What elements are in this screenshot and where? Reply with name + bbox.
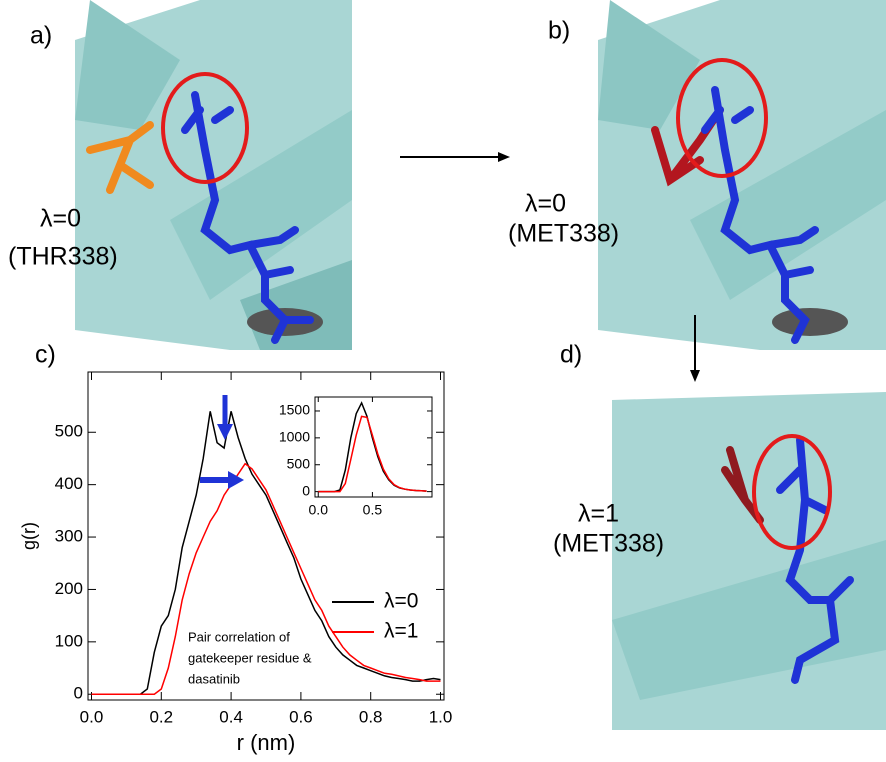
x-tick-label: 0.5 [363, 502, 383, 518]
residue-label: (MET338) [553, 530, 664, 558]
data-line [91, 411, 441, 695]
x-tick-label: 0.0 [309, 502, 329, 518]
panel-label: c) [35, 341, 56, 369]
y-tick-label: 200 [55, 579, 83, 598]
arrow [228, 471, 244, 489]
x-tick-label: 0.2 [149, 707, 173, 726]
annotation: dasatinib [188, 671, 240, 686]
structure-image-d [612, 392, 886, 730]
y-tick-label: 300 [55, 527, 83, 546]
annotation: gatekeeper residue & [188, 650, 312, 665]
x-tick-label: 0.4 [219, 707, 243, 726]
y-tick-label: 1000 [279, 429, 310, 445]
residue-label: (THR338) [8, 243, 118, 271]
panel-label: d) [560, 341, 582, 369]
y-tick-label: 0 [74, 684, 83, 703]
plot-frame [314, 396, 433, 498]
data-line [318, 415, 427, 493]
x-tick-label: 0.0 [80, 707, 104, 726]
y-axis-label: g(r) [19, 522, 39, 550]
y-tick-label: 1500 [279, 402, 310, 418]
annotation-arrows [200, 395, 244, 489]
structure-image-a [75, 0, 352, 350]
legend-label: λ=1 [384, 620, 418, 643]
x-tick-label: 1.0 [429, 707, 453, 726]
plots: 0 100 200 300 400 500 0.0 0.2 0.4 0.6 0.8 1.0 r (nm)… [19, 371, 453, 755]
annotation: Pair correlation of [188, 629, 290, 644]
x-axis-label: r (nm) [237, 730, 296, 755]
y-tick-label: 400 [55, 474, 83, 493]
lambda-label: λ=0 [40, 205, 81, 233]
panel-label: b) [548, 17, 570, 45]
lambda-label: λ=1 [578, 500, 619, 528]
x-tick-label: 0.8 [359, 707, 383, 726]
y-tick-label: 100 [55, 631, 83, 650]
panel-label: a) [30, 22, 52, 50]
y-tick-label: 500 [287, 455, 311, 471]
arrow [400, 152, 700, 382]
x-tick-label: 0.6 [289, 707, 313, 726]
lambda-label: λ=0 [525, 190, 566, 218]
structure-image-b [598, 0, 886, 350]
y-tick-label: 0 [302, 482, 310, 498]
data-line [91, 462, 441, 695]
y-tick-label: 500 [55, 422, 83, 441]
arrow [217, 424, 233, 440]
legend-label: λ=0 [384, 590, 418, 613]
residue-label: (MET338) [508, 220, 619, 248]
